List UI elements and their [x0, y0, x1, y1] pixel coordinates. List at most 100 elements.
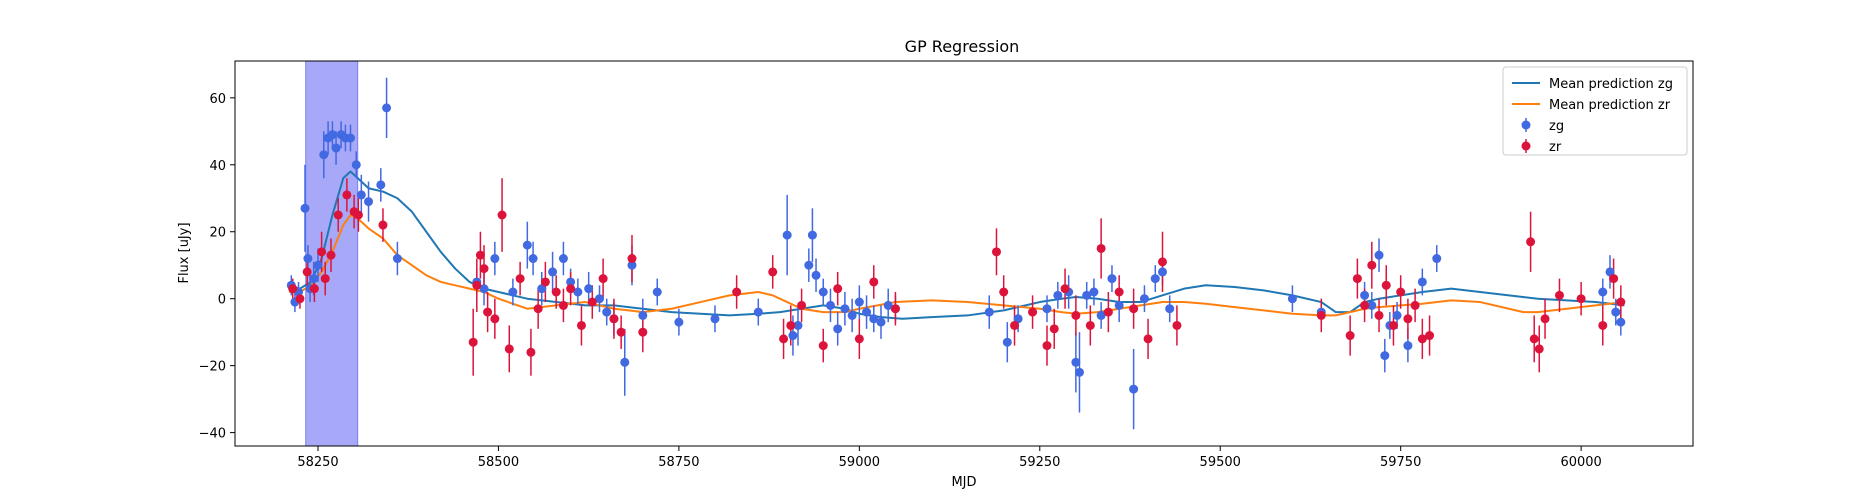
zr-point — [1396, 287, 1406, 297]
zr-point — [479, 264, 489, 274]
zr-point — [1114, 287, 1124, 297]
zg-point — [984, 307, 994, 317]
zr-point — [1425, 331, 1435, 341]
zg-point — [537, 284, 547, 294]
zg-point — [1417, 277, 1427, 287]
zg-point — [595, 294, 604, 304]
zr-point — [991, 247, 1001, 257]
zg-point — [382, 103, 392, 113]
zg-point — [883, 300, 893, 310]
zr-point — [779, 334, 789, 344]
zg-point — [1150, 274, 1160, 284]
zr-point — [833, 284, 843, 294]
zr-point — [1609, 274, 1619, 284]
zr-point — [1616, 297, 1626, 307]
zr-point — [890, 304, 900, 314]
zg-point — [1403, 341, 1413, 351]
zg-point — [1598, 287, 1608, 297]
zr-point — [497, 210, 507, 220]
zg-point — [1432, 254, 1442, 264]
zg-point — [1392, 310, 1402, 320]
zg-point — [804, 260, 814, 270]
zg-point — [548, 267, 558, 277]
tick-labels: 58250 58500 58750 59000 59250 59500 59750 60000… — [199, 92, 1602, 470]
zg-point — [847, 310, 857, 320]
zr-point — [472, 280, 482, 290]
zr-point — [1526, 237, 1536, 247]
zr-point — [483, 307, 493, 317]
zg-point — [652, 287, 662, 297]
zr-point — [342, 190, 352, 200]
y-tick-label: −40 — [199, 427, 226, 442]
zr-point — [1085, 320, 1095, 330]
zr-point — [490, 314, 500, 324]
zr-point — [1042, 341, 1052, 351]
legend-marker-zg — [1521, 120, 1531, 130]
zr-point — [1367, 260, 1377, 270]
zg-point — [710, 314, 720, 324]
legend-label-zr: zr — [1549, 140, 1562, 155]
x-tick-label: 60000 — [1560, 455, 1601, 470]
zg-point — [319, 150, 329, 160]
zr-point — [1417, 334, 1427, 344]
zg-point — [351, 160, 361, 170]
zr-point — [1172, 320, 1182, 330]
zr-point — [353, 210, 363, 220]
zg-point — [1380, 351, 1390, 361]
zr-point — [1049, 324, 1059, 334]
chart-title: GP Regression — [905, 37, 1020, 56]
zr-point — [1060, 284, 1070, 294]
mean-prediction-lines — [288, 170, 1625, 320]
y-tick-label: 40 — [209, 159, 226, 174]
zr-point — [533, 304, 543, 314]
zg-point — [356, 190, 366, 200]
zg-point — [1074, 367, 1084, 377]
zg-point — [1114, 300, 1124, 310]
zg-point — [1165, 304, 1175, 314]
zr-point — [378, 220, 388, 230]
zr-point — [515, 274, 525, 284]
zg-point — [840, 304, 850, 314]
zr-point — [468, 337, 478, 347]
zr-point — [566, 284, 576, 294]
zr-point — [1534, 344, 1544, 354]
zg-point — [490, 254, 500, 264]
x-tick-label: 59500 — [1200, 455, 1241, 470]
zg-point — [793, 320, 803, 330]
zr-point — [302, 267, 312, 277]
zg-point — [558, 254, 568, 264]
zg-point — [753, 307, 763, 317]
zr-point — [854, 334, 864, 344]
x-tick-label: 59000 — [839, 455, 880, 470]
zg-point — [584, 284, 594, 294]
zr-point — [638, 327, 648, 337]
zg-point — [811, 270, 821, 280]
zg-point — [1107, 274, 1117, 284]
zr-point — [1598, 320, 1608, 330]
zg-point — [818, 287, 828, 297]
y-tick-label: −20 — [199, 360, 226, 375]
zr-point — [1010, 320, 1020, 330]
zg-point — [1129, 384, 1139, 394]
zg-point — [602, 307, 612, 317]
zg-point — [1082, 290, 1092, 300]
zr-point — [576, 320, 586, 330]
zg-point — [638, 310, 648, 320]
zg-point — [392, 254, 402, 264]
zr-point — [768, 267, 778, 277]
zr-point — [1071, 310, 1081, 320]
zr-point — [609, 314, 619, 324]
zr-point — [1143, 334, 1153, 344]
zr-point — [295, 294, 305, 304]
x-axis-label: MJD — [951, 475, 976, 490]
zg-point — [782, 230, 792, 240]
x-tick-label: 59250 — [1019, 455, 1060, 470]
zg-point — [327, 130, 337, 140]
zg-point — [364, 197, 374, 207]
zg-point — [674, 317, 684, 327]
zr-point — [526, 347, 536, 357]
legend-label-zg: zg — [1549, 119, 1564, 134]
zg-point — [1367, 300, 1377, 310]
zr-point — [732, 287, 742, 297]
zr-point — [504, 344, 514, 354]
